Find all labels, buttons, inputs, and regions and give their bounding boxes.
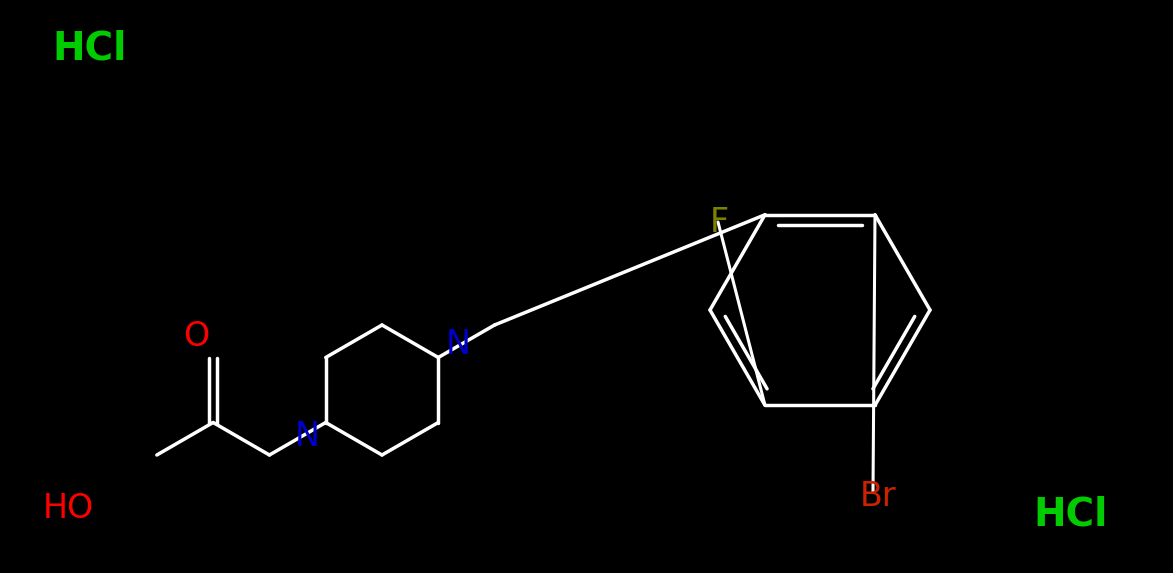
Text: O: O [183, 320, 209, 354]
Text: Br: Br [860, 481, 896, 513]
Text: HO: HO [42, 492, 94, 524]
Text: F: F [710, 206, 730, 238]
Text: HCl: HCl [1033, 496, 1108, 534]
Text: N: N [294, 419, 319, 453]
Text: HCl: HCl [52, 29, 127, 67]
Text: N: N [446, 328, 470, 362]
